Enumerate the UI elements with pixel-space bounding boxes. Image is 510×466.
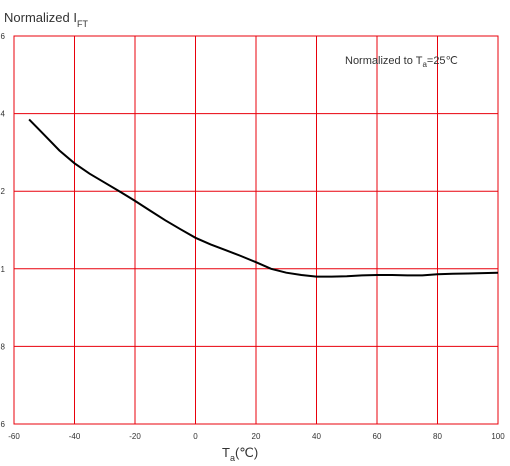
y-tick-label: 6 bbox=[1, 32, 6, 41]
x-tick-label: 40 bbox=[312, 432, 321, 441]
y-tick-label: 2 bbox=[1, 187, 6, 196]
y-tick-label: 8 bbox=[1, 342, 6, 351]
x-tick-label: 20 bbox=[252, 432, 261, 441]
series-line bbox=[28, 118, 499, 278]
y-axis-label: Normalized IFT bbox=[4, 10, 88, 29]
plot-border bbox=[13, 35, 499, 425]
x-tick-label: 60 bbox=[373, 432, 382, 441]
x-tick-label: 100 bbox=[491, 432, 505, 441]
x-axis-label: Ta(℃) bbox=[222, 445, 258, 463]
y-tick-labels: 6 4 2 1 8 6 bbox=[1, 32, 6, 429]
x-tick-label: -60 bbox=[8, 432, 20, 441]
x-tick-label: 80 bbox=[433, 432, 442, 441]
grid bbox=[13, 35, 499, 425]
x-tick-label: 0 bbox=[193, 432, 198, 441]
normalization-annotation: Normalized to Ta=25℃ bbox=[345, 55, 458, 69]
x-tick-label: -40 bbox=[69, 432, 81, 441]
y-tick-label: 6 bbox=[1, 420, 6, 429]
x-tick-labels: -60 -40 -20 0 20 40 60 80 100 bbox=[8, 432, 505, 441]
y-tick-label: 1 bbox=[1, 265, 6, 274]
y-tick-label: 4 bbox=[1, 110, 6, 119]
x-tick-label: -20 bbox=[129, 432, 141, 441]
